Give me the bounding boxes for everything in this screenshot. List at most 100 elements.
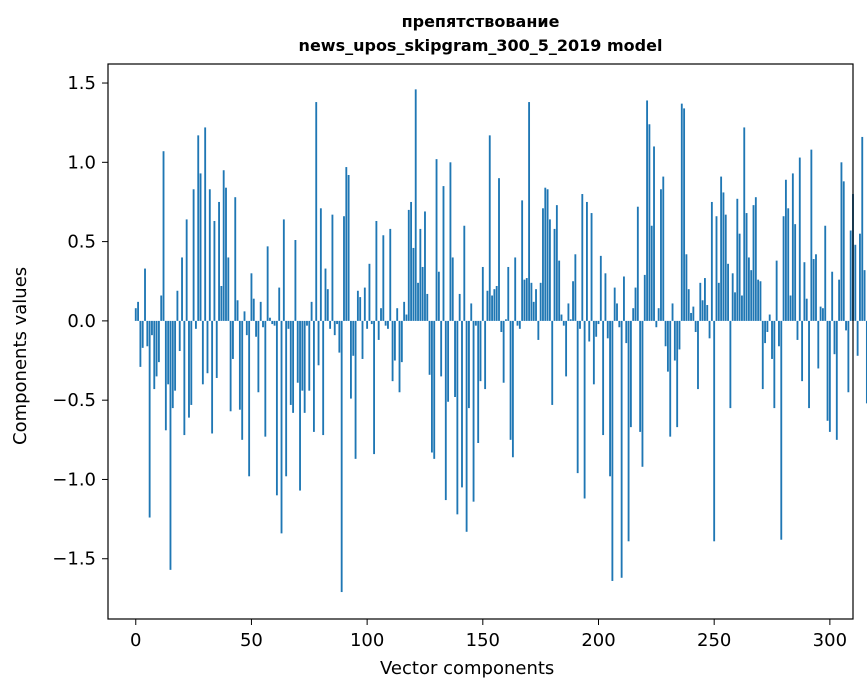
bar	[354, 320, 357, 459]
bar	[620, 320, 623, 578]
bar	[784, 179, 787, 321]
bar	[660, 189, 662, 321]
bar	[449, 162, 452, 321]
bar	[734, 292, 736, 321]
bar	[338, 320, 341, 353]
chart-subtitle: news_upos_skipgram_300_5_2019 model	[298, 36, 663, 55]
bar	[294, 240, 297, 321]
bar	[673, 320, 676, 361]
bar	[666, 320, 669, 372]
bar	[713, 320, 716, 542]
bar	[544, 187, 547, 321]
bar	[653, 146, 655, 321]
bar	[206, 320, 209, 374]
bar	[389, 228, 392, 321]
bar	[458, 293, 461, 321]
y-tick-label: −0.5	[52, 390, 96, 411]
bar	[306, 320, 308, 326]
bar	[421, 266, 424, 321]
bar	[278, 287, 281, 321]
bar	[400, 320, 403, 363]
bar	[347, 175, 350, 321]
bar	[791, 173, 794, 321]
bar	[398, 320, 401, 393]
bar	[639, 320, 642, 432]
bar	[220, 286, 223, 321]
bar	[678, 320, 681, 350]
bar	[560, 314, 563, 321]
bar	[623, 276, 625, 321]
bar	[178, 320, 181, 352]
bar	[724, 214, 727, 321]
bar	[701, 300, 704, 321]
bar	[528, 102, 531, 321]
y-tick-label: 1.0	[67, 152, 96, 173]
bar	[704, 278, 706, 321]
bar	[336, 320, 338, 325]
bar	[192, 189, 195, 321]
bar	[731, 273, 734, 321]
bar	[680, 103, 683, 321]
bar	[424, 211, 426, 321]
bar	[796, 320, 799, 340]
bar	[574, 254, 577, 321]
bar	[618, 320, 621, 328]
bar	[562, 320, 565, 326]
bar	[213, 220, 216, 321]
bar	[856, 320, 859, 356]
bar	[738, 233, 741, 321]
bar	[380, 308, 382, 321]
bar	[259, 301, 262, 321]
bar	[289, 320, 292, 405]
bar	[218, 201, 220, 321]
bar	[252, 298, 255, 321]
bar	[437, 271, 440, 321]
bar	[373, 320, 375, 455]
bar	[761, 320, 764, 390]
bar	[548, 219, 551, 321]
x-tick-label: 250	[697, 630, 731, 651]
bar	[310, 301, 313, 321]
bar	[759, 281, 762, 321]
bar	[454, 320, 456, 397]
bar	[377, 320, 380, 340]
bar	[368, 263, 371, 321]
bar	[505, 319, 507, 321]
bar	[185, 219, 188, 321]
bar	[236, 300, 239, 321]
bar	[801, 320, 804, 382]
bar	[324, 268, 327, 321]
bar	[722, 192, 725, 321]
bar	[299, 320, 301, 491]
bar	[419, 228, 422, 321]
bar	[417, 282, 419, 321]
bar	[641, 320, 644, 467]
y-tick-label: 1.5	[67, 73, 96, 94]
bar	[609, 320, 611, 477]
bar	[690, 312, 692, 321]
bar	[227, 257, 230, 321]
bar	[433, 320, 436, 459]
bar	[352, 320, 355, 356]
bar	[164, 320, 167, 431]
bar	[671, 303, 674, 321]
bar	[616, 303, 618, 321]
bar	[849, 230, 852, 321]
bar	[171, 320, 174, 409]
bar	[322, 320, 325, 436]
bar	[588, 320, 591, 342]
bar	[181, 257, 183, 321]
bar	[604, 273, 607, 321]
bar	[287, 320, 290, 329]
bar	[773, 320, 776, 409]
bar	[847, 320, 850, 393]
bar	[565, 320, 568, 377]
bar	[643, 274, 646, 321]
bar	[157, 320, 160, 363]
bar	[391, 320, 394, 382]
bar	[646, 100, 649, 321]
bar	[824, 225, 827, 321]
bar	[155, 320, 158, 377]
bar	[838, 279, 841, 321]
